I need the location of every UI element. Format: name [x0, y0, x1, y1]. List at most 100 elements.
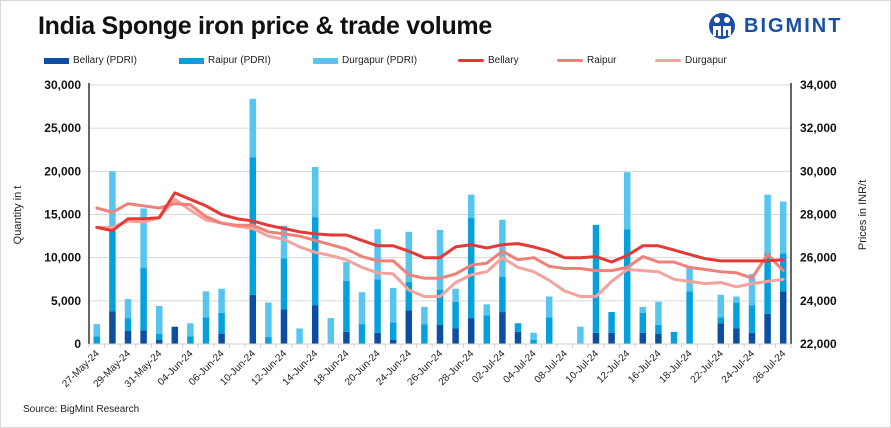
legend-item-raipur-pdri: Raipur (PDRI) [179, 55, 271, 66]
bar-raipur-pdri [311, 217, 319, 306]
logo-text: BIGMINT [744, 14, 843, 37]
bigmint-logo: BIGMINT [706, 12, 842, 40]
legend-label: Raipur (PDRI) [208, 55, 271, 66]
bar-raipur-pdri [109, 230, 116, 312]
bar-bellary-pdri [467, 318, 475, 344]
y2-tick-label: 34,000 [800, 78, 837, 92]
bar-durgapur-pdri [93, 324, 101, 337]
bar-durgapur-pdri [717, 294, 725, 318]
bar-raipur-pdri [764, 253, 771, 314]
x-tick-label: 04-Jul-24 [501, 348, 539, 386]
bar-durgapur-pdri [202, 291, 210, 318]
bar-bellary-pdri [592, 332, 600, 344]
x-tick-label: 10-Jul-24 [564, 348, 602, 386]
bar-bellary-pdri [343, 331, 350, 344]
x-tick-label: 18-Jul-24 [657, 348, 695, 386]
bar-raipur-pdri [545, 317, 553, 344]
bar-raipur-pdri [421, 324, 428, 344]
bar-bellary-pdri [733, 328, 740, 344]
chart-legend: Bellary (PDRI) Raipur (PDRI) Durgapur (P… [44, 55, 891, 69]
bar-raipur-pdri [483, 315, 491, 344]
bar-durgapur-pdri [655, 301, 662, 326]
bar-raipur-pdri [499, 276, 506, 313]
y-tick-label: 15,000 [44, 208, 81, 222]
bar-raipur-pdri [389, 322, 397, 340]
legend-item-bellary-pdri: Bellary (PDRI) [44, 55, 137, 66]
bar-durgapur-pdri [733, 296, 740, 303]
bar-durgapur-pdri [249, 98, 257, 158]
line-series [95, 191, 785, 298]
bar-durgapur-pdri [748, 274, 756, 306]
bar-raipur-pdri [218, 312, 225, 334]
legend-item-bellary: Bellary [458, 55, 519, 66]
bar-raipur-pdri [779, 253, 787, 292]
bar-bellary-pdri [748, 332, 756, 344]
legend-item-durgapur-pdri: Durgapur (PDRI) [313, 55, 417, 66]
bar-raipur-pdri [592, 224, 600, 333]
bar-bellary-pdri [655, 333, 662, 344]
bar-raipur-pdri [733, 302, 740, 329]
bar-bellary-pdri [779, 291, 787, 344]
legend-swatch [458, 59, 484, 62]
legend-swatch [655, 59, 681, 62]
bar-durgapur-pdri [311, 167, 319, 218]
bar-raipur-pdri [670, 331, 678, 344]
x-tick-label: 26-Jul-24 [751, 348, 789, 386]
bar-bellary-pdri [436, 325, 444, 344]
bar-durgapur-pdri [343, 261, 350, 281]
bar-durgapur-pdri [155, 306, 163, 334]
bar-durgapur-pdri [405, 231, 413, 282]
legend-label: Durgapur (PDRI) [342, 55, 418, 66]
bar-raipur-pdri [608, 312, 615, 333]
bar-durgapur-pdri [545, 296, 553, 318]
y2-tick-label: 22,000 [800, 337, 837, 351]
bar-durgapur-pdri [436, 230, 444, 290]
legend-swatch [44, 57, 69, 64]
bar-durgapur-pdri [421, 306, 428, 325]
bar-bellary-pdri [717, 323, 725, 344]
bar-durgapur-pdri [530, 332, 537, 340]
y2-tick-label: 32,000 [800, 121, 837, 135]
bar-durgapur-pdri [140, 208, 147, 269]
bar-bellary-pdri [155, 339, 163, 344]
y-tick-label: 10,000 [44, 251, 81, 265]
bar-durgapur-pdri [764, 194, 771, 254]
legend-label: Bellary (PDRI) [73, 55, 137, 66]
bar-bellary-pdri [109, 311, 116, 344]
chart-title: India Sponge iron price & trade volume [38, 12, 492, 40]
bar-raipur-pdri [202, 317, 210, 344]
bar-durgapur-pdri [358, 292, 366, 325]
bar-durgapur-pdri [639, 306, 647, 313]
bar-raipur-pdri [405, 281, 413, 311]
bar-raipur-pdri [436, 289, 444, 326]
y-tick-label: 25,000 [44, 121, 81, 135]
bar-raipur-pdri [140, 268, 147, 331]
bar-raipur-pdri [530, 339, 537, 344]
y2-axis-label: Prices in INR/t [857, 180, 869, 250]
bar-raipur-pdri [514, 323, 522, 332]
y-tick-label: 0 [74, 337, 81, 351]
bar-bellary-pdri [499, 312, 506, 344]
bar-durgapur-pdri [187, 323, 194, 337]
legend-swatch [179, 57, 204, 64]
bar-durgapur-pdri [623, 172, 631, 230]
bar-bellary-pdri [249, 294, 257, 344]
y-tick-label: 5,000 [51, 294, 81, 308]
y2-tick-label: 28,000 [800, 208, 837, 222]
bar-durgapur-pdri [124, 299, 132, 319]
bar-series [93, 98, 787, 344]
legend-item-durgapur: Durgapur [655, 55, 727, 66]
bar-durgapur-pdri [280, 225, 288, 259]
bar-bellary-pdri [311, 305, 319, 344]
line-bellary [95, 191, 785, 264]
bar-raipur-pdri [280, 258, 288, 310]
bar-durgapur-pdri [265, 302, 272, 338]
line-raipur [95, 202, 785, 280]
bar-bellary-pdri [764, 313, 771, 344]
bar-raipur-pdri [358, 324, 366, 344]
bar-raipur-pdri [717, 317, 725, 324]
bar-durgapur-pdri [452, 288, 459, 302]
bar-durgapur-pdri [467, 194, 475, 218]
bar-bellary-pdri [171, 326, 179, 344]
